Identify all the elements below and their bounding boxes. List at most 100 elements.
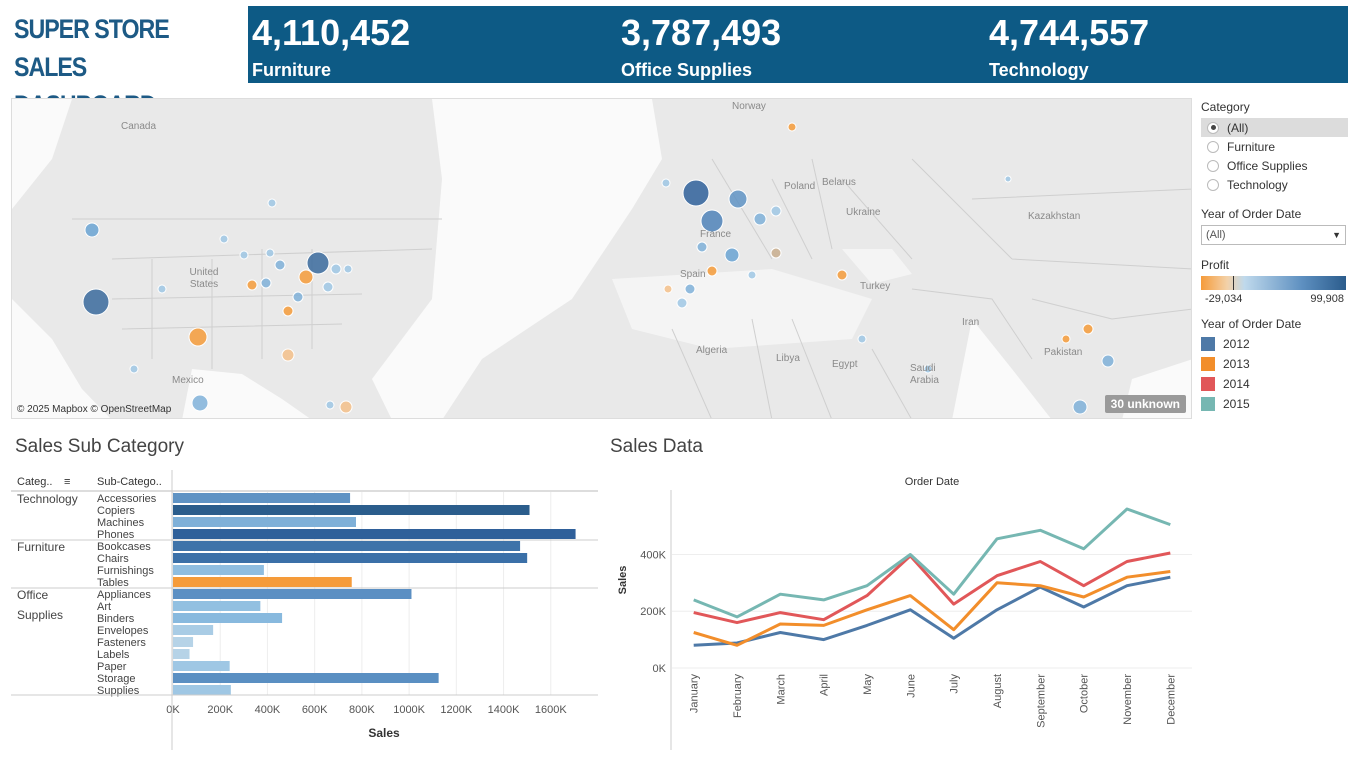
column-header-category[interactable]: Categ.. — [17, 476, 52, 488]
category-option-label: Technology — [1227, 177, 1288, 192]
map-label-kazakhstan: Kazakhstan — [1028, 211, 1081, 222]
radio-icon[interactable] — [1207, 121, 1219, 134]
year-legend-item[interactable]: 2014 — [1201, 374, 1348, 394]
map-label-ukraine: Ukraine — [846, 207, 881, 218]
category-option-label: Office Supplies — [1227, 158, 1308, 173]
bar[interactable] — [173, 613, 283, 623]
kpi-value: 4,744,557 — [989, 12, 1150, 53]
map-label-libya: Libya — [776, 353, 800, 364]
subcategory-label: Appliances — [97, 589, 151, 601]
x-tick-label: December — [1165, 674, 1177, 725]
radio-icon[interactable] — [1207, 159, 1219, 172]
kpi-label: Office Supplies — [621, 60, 753, 80]
x-tick-label: January — [689, 674, 701, 714]
series-line-2012[interactable] — [693, 575, 1171, 647]
kpi-bar: 4,110,452 Furniture 3,787,493 Office Sup… — [248, 6, 1348, 83]
y-tick-label: 200K — [640, 606, 666, 618]
caret-down-icon[interactable]: ▼ — [1332, 230, 1341, 240]
year-legend-item[interactable]: 2013 — [1201, 354, 1348, 374]
bar[interactable] — [173, 673, 439, 683]
map-label-saudi-arabia: Saudi Arabia — [910, 363, 939, 386]
x-tick-label: 1200K — [440, 704, 472, 716]
bar[interactable] — [173, 553, 528, 563]
year-legend-item[interactable]: 2012 — [1201, 334, 1348, 354]
subcategory-label: Accessories — [97, 493, 157, 505]
x-tick-label: June — [905, 674, 917, 698]
x-tick-label: 0K — [166, 704, 180, 716]
series-line-2013[interactable] — [693, 570, 1171, 647]
bar[interactable] — [173, 685, 231, 695]
bar[interactable] — [173, 625, 214, 635]
map-label-norway: Norway — [732, 101, 766, 112]
year-filter-value: (All) — [1206, 229, 1226, 241]
category-label: Supplies — [17, 608, 63, 622]
dashboard-title-line1: SUPER STORE SALES — [14, 14, 170, 82]
kpi-label: Technology — [989, 60, 1089, 80]
series-line-2015[interactable] — [693, 507, 1171, 619]
legend-label: 2015 — [1223, 397, 1250, 411]
map-label-algeria: Algeria — [696, 345, 728, 356]
bar[interactable] — [173, 529, 576, 539]
profit-range: -29,034 99,908 — [1201, 293, 1348, 305]
bar[interactable] — [173, 541, 521, 551]
year-legend-item[interactable]: 2015 — [1201, 394, 1348, 414]
x-tick-label: April — [819, 674, 831, 696]
map-label-egypt: Egypt — [832, 359, 858, 370]
legend-swatch — [1201, 337, 1215, 351]
sales-data-chart-title: Sales Data — [610, 436, 703, 457]
category-option-furniture[interactable]: Furniture — [1201, 137, 1348, 156]
x-tick-label: 600K — [302, 704, 328, 716]
bar[interactable] — [173, 565, 264, 575]
radio-icon[interactable] — [1207, 178, 1219, 191]
subcategory-label: Envelopes — [97, 625, 149, 637]
x-tick-label: March — [775, 674, 787, 705]
x-tick-label: May — [862, 674, 874, 695]
line-chart-canvas[interactable]: Order Date 0K 200K 400K Sales January February… — [608, 470, 1203, 750]
bar[interactable] — [173, 601, 261, 611]
category-option-technology[interactable]: Technology — [1201, 175, 1348, 194]
x-tick-label: 1400K — [488, 704, 520, 716]
subcategory-label: Labels — [97, 649, 130, 661]
map-label-turkey: Turkey — [860, 281, 891, 292]
unknown-locations-badge[interactable]: 30 unknown — [1104, 395, 1186, 413]
column-header-subcategory[interactable]: Sub-Catego.. — [97, 476, 162, 488]
legend-swatch — [1201, 357, 1215, 371]
x-tick-label: 1600K — [535, 704, 567, 716]
bar[interactable] — [173, 661, 230, 671]
kpi-label: Furniture — [252, 60, 331, 80]
x-tick-label: July — [949, 674, 961, 694]
bar[interactable] — [173, 493, 351, 503]
category-option-label: (All) — [1227, 120, 1249, 135]
bar-chart-canvas[interactable]: Categ.. ≡ Sub-Catego.. 0K 200K 400K 600K 800K 10… — [11, 470, 601, 750]
bar[interactable] — [173, 505, 530, 515]
sort-icon[interactable]: ≡ — [64, 476, 70, 488]
map-credit[interactable]: © 2025 Mapbox © OpenStreetMap — [17, 404, 172, 415]
bar[interactable] — [173, 649, 190, 659]
map-label-spain: Spain — [680, 269, 706, 280]
map-label-iran: Iran — [962, 317, 980, 328]
subcategory-label: Fasteners — [97, 637, 146, 649]
bar[interactable] — [173, 577, 352, 587]
sales-map[interactable]: Canada United States Mexico Norway Polan… — [11, 98, 1192, 419]
series-line-2014[interactable] — [693, 551, 1171, 625]
legend-swatch — [1201, 397, 1215, 411]
radio-icon[interactable] — [1207, 140, 1219, 153]
subcategory-bar-chart[interactable]: Categ.. ≡ Sub-Catego.. 0K 200K 400K 600K 800K 10… — [11, 470, 601, 750]
map-canvas[interactable] — [12, 99, 1192, 419]
y-tick-label: 400K — [640, 549, 666, 561]
profit-legend-heading: Profit — [1201, 258, 1230, 272]
kpi-value: 4,110,452 — [252, 12, 411, 53]
category-option-office-supplies[interactable]: Office Supplies — [1201, 156, 1348, 175]
legend-swatch — [1201, 377, 1215, 391]
bar[interactable] — [173, 517, 356, 527]
x-tick-label: November — [1122, 674, 1134, 725]
subcategory-label: Art — [97, 601, 111, 613]
x-tick-label: 400K — [255, 704, 281, 716]
sales-line-chart[interactable]: Order Date 0K 200K 400K Sales January February… — [608, 470, 1203, 750]
x-tick-label: September — [1035, 674, 1047, 728]
category-option-all[interactable]: (All) — [1201, 118, 1348, 137]
bar[interactable] — [173, 637, 194, 647]
bar[interactable] — [173, 589, 412, 599]
year-filter-dropdown[interactable]: (All) ▼ — [1201, 225, 1346, 245]
legend-label: 2012 — [1223, 337, 1250, 351]
